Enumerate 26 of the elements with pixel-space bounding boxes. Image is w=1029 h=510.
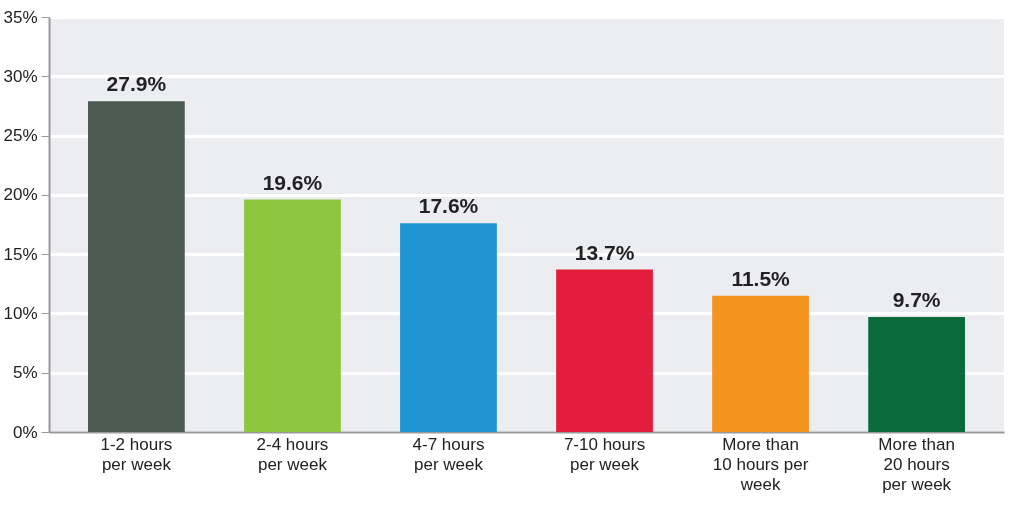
bar [400, 223, 497, 432]
data-label: 27.9% [106, 72, 167, 96]
y-tick-label: 15% [3, 244, 38, 264]
bar [556, 269, 653, 432]
x-tick-label: 2-4 hours per week [256, 434, 329, 474]
data-label: 11.5% [731, 266, 791, 290]
x-tick-label: 1-2 hours per week [100, 434, 173, 474]
y-tick-label: 20% [3, 185, 38, 205]
x-tick-label: 4-7 hours per week [412, 434, 485, 474]
bar [244, 199, 341, 432]
y-tick-label: 30% [3, 66, 38, 86]
x-tick-label: More than 20 hours per week [878, 434, 955, 494]
x-tick-label: 7-10 hours per week [563, 434, 646, 474]
x-tick-label: More than 10 hours per week [712, 434, 809, 494]
data-label: 13.7% [574, 240, 635, 264]
y-tick-label: 35% [3, 7, 38, 27]
bar [868, 316, 965, 432]
y-tick-label: 25% [3, 126, 38, 146]
data-label: 17.6% [418, 194, 479, 218]
y-tick-label: 10% [3, 303, 38, 323]
bar [712, 295, 809, 432]
data-label: 19.6% [262, 170, 323, 194]
y-tick-label: 5% [12, 363, 38, 383]
y-tick-label: 0% [12, 422, 38, 442]
bar [88, 101, 185, 432]
data-label: 9.7% [892, 287, 941, 311]
